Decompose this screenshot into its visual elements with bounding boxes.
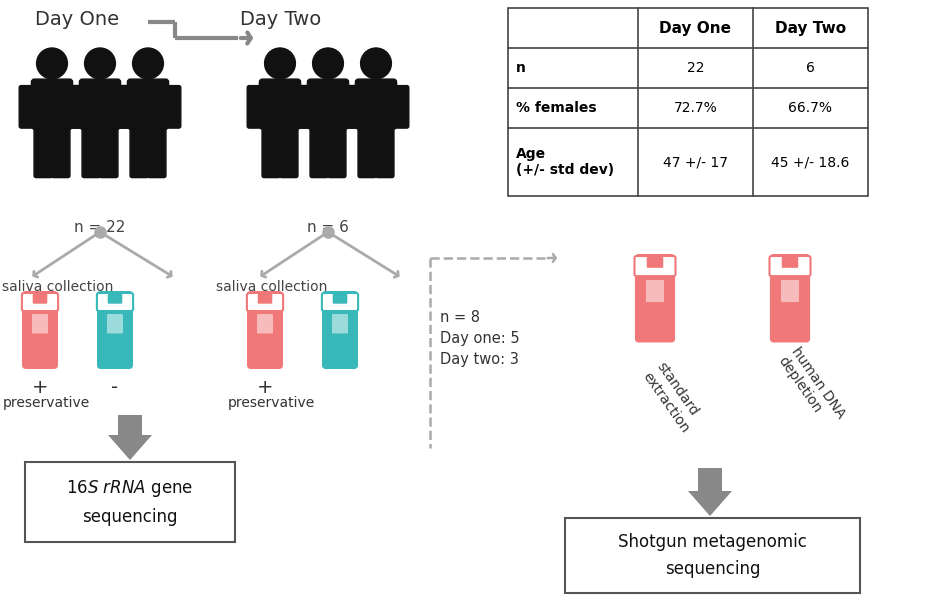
Text: human DNA
depletion: human DNA depletion [775,345,848,431]
Text: Shotgun metagenomic
sequencing: Shotgun metagenomic sequencing [618,533,807,578]
FancyBboxPatch shape [116,86,130,128]
Circle shape [360,48,392,79]
Text: Day One: Day One [660,20,732,36]
FancyBboxPatch shape [358,124,376,177]
FancyBboxPatch shape [107,314,123,333]
Text: saliva collection: saliva collection [216,280,327,294]
FancyBboxPatch shape [32,314,48,333]
Text: saliva collection: saliva collection [2,280,114,294]
FancyBboxPatch shape [70,86,84,128]
FancyBboxPatch shape [322,293,358,311]
FancyBboxPatch shape [118,86,133,128]
Text: % females: % females [516,101,596,115]
Bar [698,468,722,491]
FancyBboxPatch shape [322,291,358,369]
Text: Age
(+/- std dev): Age (+/- std dev) [516,147,614,177]
FancyBboxPatch shape [166,86,181,128]
FancyBboxPatch shape [67,86,82,128]
Text: $\mathit{16S}$ $\mathit{rRNA}$ gene
sequencing: $\mathit{16S}$ $\mathit{rRNA}$ gene sequ… [66,478,193,525]
Text: 47 +/- 17: 47 +/- 17 [663,155,728,169]
FancyBboxPatch shape [782,257,798,268]
Text: standard
extraction: standard extraction [640,360,705,435]
Text: 6: 6 [806,61,815,75]
Text: preservative: preservative [228,396,316,410]
Polygon shape [688,491,732,516]
Text: n = 22: n = 22 [74,220,126,235]
FancyBboxPatch shape [247,291,283,369]
Text: preservative: preservative [3,396,90,410]
Text: Day Two: Day Two [775,20,846,36]
FancyBboxPatch shape [247,86,263,128]
FancyBboxPatch shape [346,86,361,128]
FancyBboxPatch shape [647,257,664,268]
FancyBboxPatch shape [646,280,664,302]
Text: n = 6: n = 6 [307,220,349,235]
Circle shape [84,48,116,79]
FancyBboxPatch shape [80,79,120,129]
FancyBboxPatch shape [31,79,73,129]
Circle shape [37,48,67,79]
FancyBboxPatch shape [127,79,169,129]
FancyBboxPatch shape [298,86,313,128]
Text: Day Two: Day Two [240,10,321,29]
FancyBboxPatch shape [82,124,100,177]
FancyBboxPatch shape [307,79,349,129]
FancyBboxPatch shape [634,256,676,276]
FancyBboxPatch shape [246,293,283,311]
FancyBboxPatch shape [34,124,52,177]
FancyBboxPatch shape [22,291,58,369]
FancyBboxPatch shape [310,124,328,177]
Text: +: + [31,378,48,397]
FancyBboxPatch shape [328,124,346,177]
Text: 66.7%: 66.7% [789,101,832,115]
Text: n: n [516,61,526,75]
FancyBboxPatch shape [97,291,133,369]
FancyBboxPatch shape [393,86,409,128]
FancyBboxPatch shape [262,124,281,177]
FancyBboxPatch shape [295,86,310,128]
FancyBboxPatch shape [333,294,347,304]
Text: 72.7%: 72.7% [674,101,718,115]
FancyBboxPatch shape [356,79,396,129]
FancyBboxPatch shape [19,86,34,128]
FancyBboxPatch shape [130,124,148,177]
Bar [25,462,235,542]
FancyBboxPatch shape [375,124,394,177]
FancyBboxPatch shape [108,294,122,304]
FancyBboxPatch shape [22,293,58,311]
Text: 22: 22 [686,61,704,75]
Text: n = 8
Day one: 5
Day two: 3: n = 8 Day one: 5 Day two: 3 [440,310,520,367]
FancyBboxPatch shape [257,314,273,333]
FancyBboxPatch shape [51,124,70,177]
Circle shape [133,48,163,79]
FancyBboxPatch shape [258,294,272,304]
Bar [118,415,142,435]
FancyBboxPatch shape [781,280,799,302]
Polygon shape [108,435,152,460]
Text: +: + [257,378,273,397]
FancyBboxPatch shape [343,86,358,128]
Bar [565,518,860,593]
Text: Day One: Day One [35,10,119,29]
Circle shape [313,48,343,79]
FancyBboxPatch shape [770,256,811,276]
FancyBboxPatch shape [280,124,298,177]
FancyBboxPatch shape [100,124,118,177]
FancyBboxPatch shape [332,314,348,333]
FancyBboxPatch shape [260,79,301,129]
FancyBboxPatch shape [32,294,47,304]
FancyBboxPatch shape [148,124,166,177]
Text: -: - [112,378,118,397]
FancyBboxPatch shape [97,293,133,311]
FancyBboxPatch shape [635,254,675,342]
FancyBboxPatch shape [770,254,811,342]
Circle shape [264,48,296,79]
Text: 45 +/- 18.6: 45 +/- 18.6 [772,155,849,169]
Bar [508,8,868,196]
